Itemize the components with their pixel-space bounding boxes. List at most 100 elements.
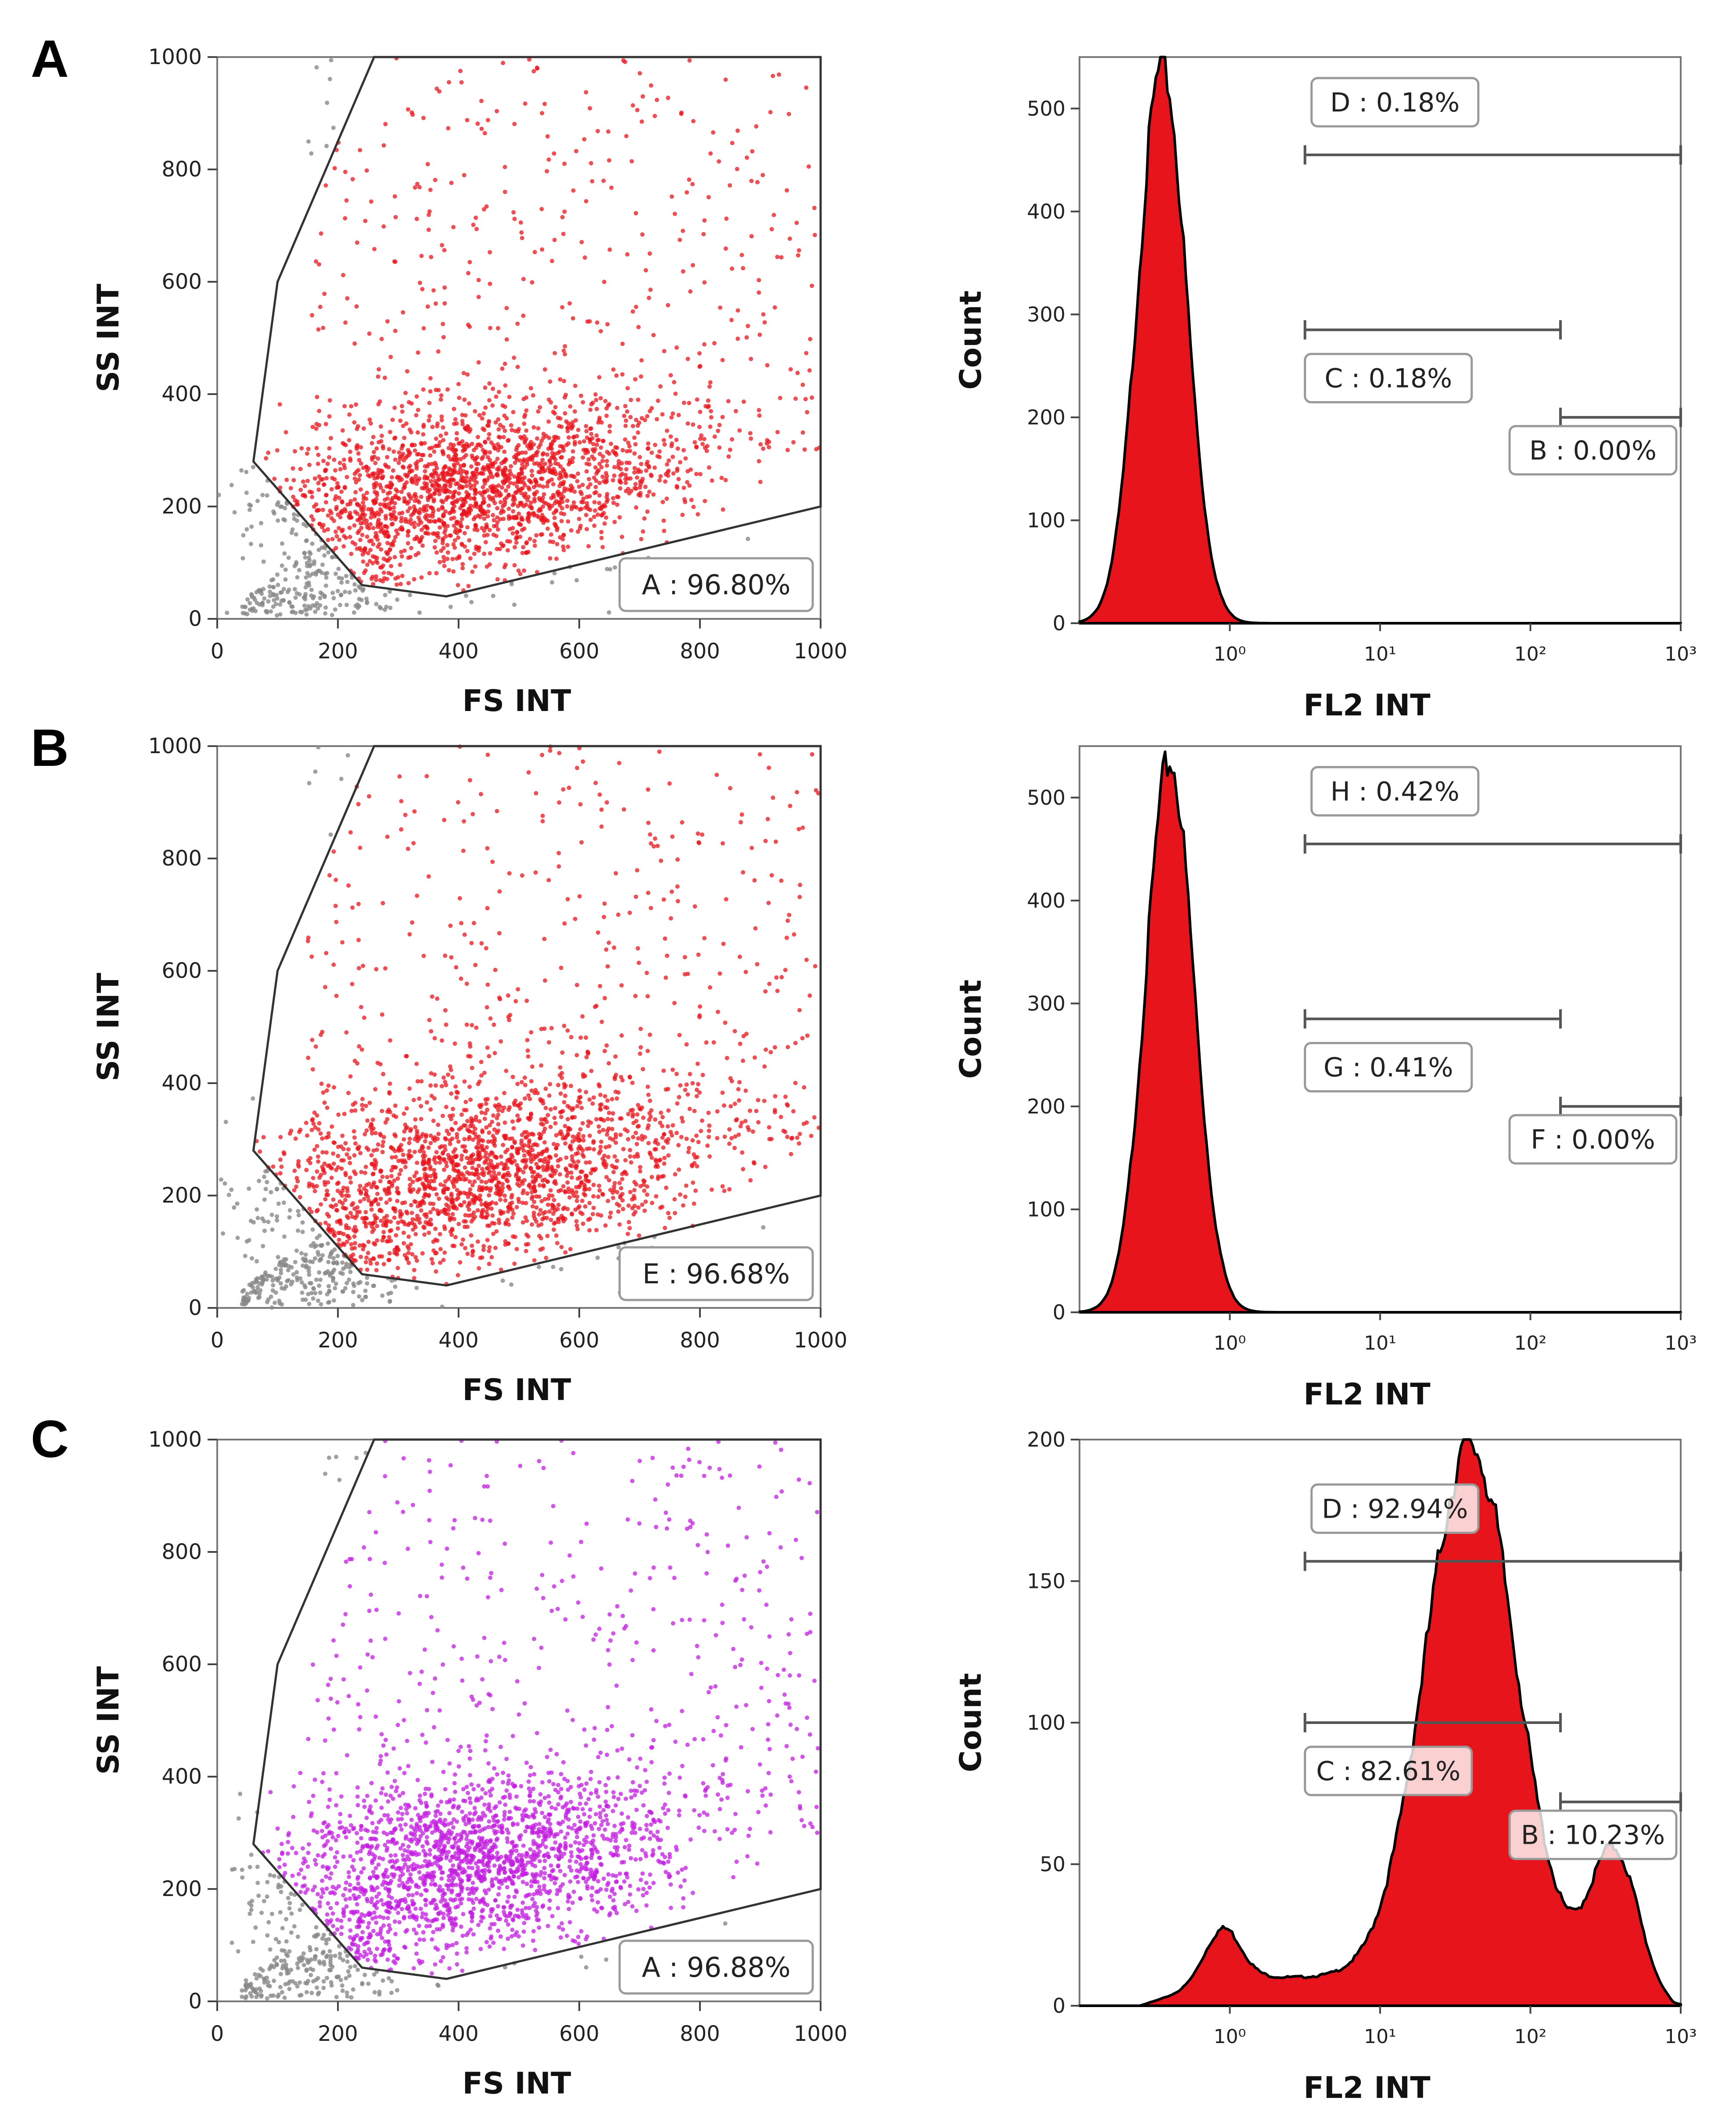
scatter-point: [577, 1138, 582, 1142]
scatter-point: [427, 209, 432, 214]
scatter-point: [473, 492, 477, 496]
scatter-point: [356, 937, 361, 942]
scatter-point: [348, 535, 352, 539]
scatter-point: [467, 1135, 472, 1139]
scatter-point: [317, 1121, 322, 1126]
scatter-point: [807, 368, 812, 373]
scatter-point: [549, 1217, 553, 1222]
scatter-point: [584, 1035, 588, 1040]
scatter-point: [307, 558, 312, 563]
gate-label-text: B : 0.00%: [1529, 435, 1657, 466]
scatter-point: [379, 485, 383, 490]
scatter-point: [409, 546, 413, 550]
scatter-point: [543, 978, 547, 983]
scatter-point: [331, 1298, 336, 1303]
scatter-point: [362, 547, 367, 552]
scatter-point: [691, 119, 696, 123]
scatter-point: [377, 440, 381, 445]
scatter-point: [673, 391, 678, 396]
scatter-point: [399, 799, 404, 804]
scatter-point: [419, 254, 424, 259]
scatter-point: [528, 1166, 533, 1171]
scatter-point: [631, 424, 635, 428]
scatter-point: [402, 435, 407, 440]
scatter-point: [427, 212, 431, 217]
scatter-point: [623, 404, 628, 409]
scatter-point: [540, 753, 545, 758]
scatter-point: [322, 291, 327, 296]
scatter-point: [438, 1232, 442, 1236]
scatter-point: [352, 420, 357, 425]
scatter-point: [302, 484, 307, 488]
scatter-point: [352, 582, 357, 587]
scatter-point: [762, 1099, 767, 1103]
scatter-point: [462, 463, 466, 467]
scatter-point: [332, 457, 337, 462]
scatter-point: [443, 1208, 448, 1213]
scatter-point: [626, 1203, 631, 1208]
scatter-point: [369, 1201, 374, 1206]
scatter-point: [434, 481, 439, 486]
scatter-point: [442, 1224, 447, 1229]
scatter-point: [428, 479, 433, 484]
scatter-point: [447, 80, 452, 85]
x-tick-label: 800: [680, 639, 720, 664]
scatter-point: [569, 1035, 574, 1040]
scatter-point: [394, 528, 399, 533]
scatter-point: [541, 485, 545, 489]
scatter-point: [229, 1187, 234, 1192]
scatter-point: [560, 537, 565, 542]
scatter-point: [625, 386, 630, 391]
scatter-point: [800, 1036, 805, 1041]
scatter-point: [455, 481, 460, 486]
scatter-point: [708, 380, 713, 385]
scatter-point: [442, 1187, 447, 1192]
scatter-point: [321, 1090, 326, 1095]
scatter-point: [510, 1215, 515, 1220]
scatter-point: [359, 1254, 363, 1259]
scatter-point: [750, 1129, 755, 1134]
scatter-point: [360, 1107, 365, 1112]
scatter-point: [539, 1063, 544, 1068]
scatter-point: [697, 424, 702, 429]
scatter-point: [433, 1160, 438, 1165]
scatter-point: [437, 89, 442, 94]
scatter-point: [428, 1217, 433, 1222]
scatter-point: [447, 568, 452, 573]
scatter-point: [606, 1117, 610, 1121]
scatter-point: [508, 1204, 513, 1209]
scatter-point: [424, 1133, 428, 1138]
scatter-point: [788, 367, 793, 372]
scatter-point: [705, 444, 710, 449]
scatter-point: [441, 521, 446, 525]
scatter-point: [454, 457, 459, 462]
scatter-point: [352, 523, 357, 528]
scatter-point: [611, 367, 616, 372]
scatter-point: [339, 489, 344, 494]
scatter-point: [763, 989, 768, 994]
scatter-point: [465, 372, 470, 377]
scatter-point: [460, 422, 465, 427]
scatter-point: [565, 429, 570, 434]
scatter-point: [700, 1073, 705, 1077]
scatter-point: [570, 456, 575, 460]
scatter-point: [741, 1059, 745, 1063]
scatter-point: [506, 493, 511, 498]
scatter-point: [671, 411, 675, 416]
scatter-point: [334, 534, 339, 539]
scatter-point: [563, 1250, 568, 1255]
scatter-point: [746, 323, 750, 328]
scatter-point: [358, 845, 362, 850]
scatter-point: [689, 498, 694, 503]
scatter-point: [677, 1033, 682, 1038]
scatter-point: [361, 963, 366, 968]
scatter-point: [594, 1117, 599, 1122]
scatter-point: [468, 1097, 473, 1102]
scatter-point: [331, 849, 336, 854]
scatter-point: [646, 295, 651, 300]
scatter-point: [355, 602, 360, 607]
scatter-point: [551, 493, 556, 497]
scatter-point: [406, 555, 411, 560]
scatter-point: [541, 451, 546, 456]
scatter-point: [319, 1243, 324, 1248]
